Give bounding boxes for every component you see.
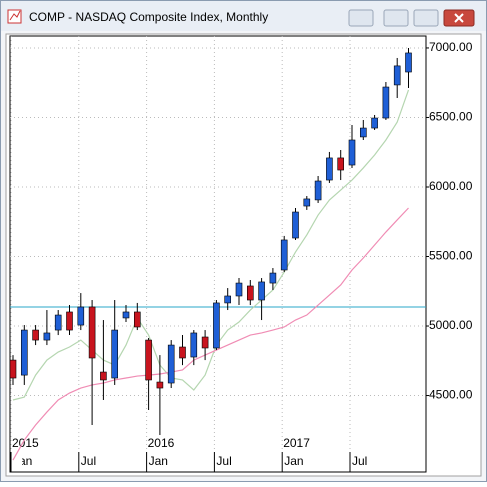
app-icon [7, 9, 22, 24]
candle-body [156, 381, 164, 389]
candle-body [122, 311, 130, 319]
candle-body [190, 332, 198, 358]
candle-body [43, 332, 51, 341]
y-tick-label: 5500.00 [429, 249, 473, 263]
candle-body [111, 329, 118, 379]
candle-body [359, 127, 367, 138]
candle-body [393, 65, 401, 86]
link-button[interactable] [348, 9, 374, 27]
maximize-button[interactable] [413, 9, 439, 27]
candle-body [224, 295, 231, 304]
candle-body [258, 281, 265, 301]
candle-body [32, 329, 39, 341]
y-tick-label: 6000.00 [429, 179, 473, 193]
candle-body [269, 272, 277, 284]
candle-body [66, 311, 73, 331]
plot-area [9, 35, 427, 473]
candle-body [145, 339, 152, 381]
x-tick-label: Jan [149, 454, 168, 468]
candle-body [405, 52, 412, 73]
year-label: 2015 [12, 436, 39, 450]
minimize-button[interactable] [383, 9, 409, 27]
app-icon-glyph [9, 10, 21, 21]
candle-body [88, 306, 96, 359]
y-tick-label: 5000.00 [429, 318, 473, 332]
candle-body [54, 314, 62, 331]
candle-body [20, 329, 28, 376]
candle-body [292, 211, 299, 239]
candle-body [326, 157, 333, 181]
candle-body [201, 336, 209, 349]
candle-body [348, 139, 356, 166]
moving-average-line [12, 207, 409, 461]
candle-body [213, 302, 220, 349]
candle-body [77, 306, 85, 326]
y-tick-label: 4500.00 [429, 388, 473, 402]
y-tick-label: 6500.00 [429, 110, 473, 124]
x-tick-label: Jul [216, 454, 231, 468]
y-tick-label: 7000.00 [429, 40, 473, 54]
candle-body [337, 157, 345, 171]
x-tick-label: Jan [13, 454, 32, 468]
candle-body [247, 285, 254, 301]
candle-body [134, 311, 141, 328]
year-label: 2017 [283, 436, 310, 450]
year-label: 2016 [148, 436, 175, 450]
x-tick-label: Jan [284, 454, 303, 468]
candle-body [382, 86, 390, 119]
candle-body [9, 359, 17, 379]
moving-average-line [12, 89, 410, 401]
x-tick-label: Jul [81, 454, 96, 468]
candle-body [235, 282, 243, 297]
candle-body [179, 346, 186, 359]
close-glyph [454, 13, 464, 23]
x-tick-label: Jul [352, 454, 367, 468]
candle-body [100, 371, 107, 381]
candle-body [167, 344, 175, 384]
candle-body [371, 117, 378, 129]
candle-body [280, 239, 288, 271]
window-title: COMP - NASDAQ Composite Index, Monthly [29, 10, 268, 24]
plot: 4500.00 5000.00 5500.00 6000.00 6500.00 7000.… [9, 36, 473, 472]
candle-body [303, 198, 311, 207]
candle-body [314, 180, 322, 201]
